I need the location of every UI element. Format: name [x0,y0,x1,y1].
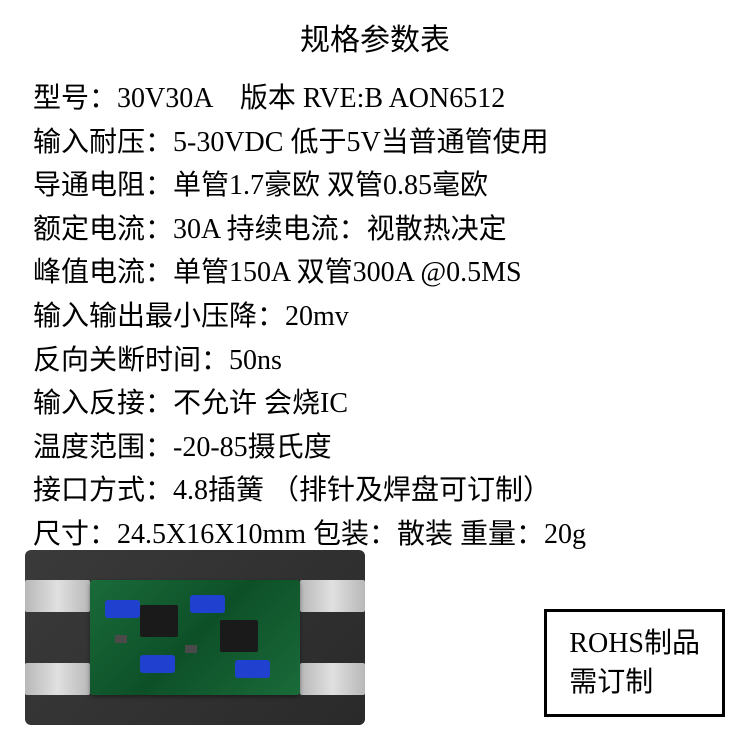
chip-icon [140,605,178,637]
spec-row-reverse-time: 反向关断时间：50ns [33,341,725,382]
connector-icon [300,580,365,612]
spec-row-rated-current: 额定电流：30A 持续电流：视散热决定 [33,210,725,251]
spec-row-voltage-drop: 输入输出最小压降：20mv [33,297,725,338]
rohs-box: ROHS制品 需订制 [544,609,725,717]
bottom-section: ROHS制品 需订制 [25,550,725,725]
connector-icon [300,663,365,695]
rohs-line1: ROHS制品 [569,624,700,663]
capacitor-icon [140,655,175,673]
spec-row-peak-current: 峰值电流：单管150A 双管300A @0.5MS [33,253,725,294]
rohs-line2: 需订制 [569,663,700,702]
connector-icon [25,580,90,612]
spec-row-model: 型号：30V30A 版本 RVE:B AON6512 [33,79,725,120]
spec-row-interface: 接口方式：4.8插簧 （排针及焊盘可订制） [33,471,725,512]
spec-row-resistance: 导通电阻：单管1.7豪欧 双管0.85毫欧 [33,166,725,207]
pcb-board-icon [90,580,300,695]
connector-icon [25,663,90,695]
spec-title: 规格参数表 [25,15,725,59]
component-icon [115,635,127,643]
chip-icon [220,620,258,652]
capacitor-icon [190,595,225,613]
spec-row-temperature: 温度范围：-20-85摄氏度 [33,428,725,469]
pcb-product-image [25,550,365,725]
component-icon [185,645,197,653]
spec-row-input-voltage: 输入耐压：5-30VDC 低于5V当普通管使用 [33,123,725,164]
spec-list: 型号：30V30A 版本 RVE:B AON6512 输入耐压：5-30VDC … [25,79,725,556]
capacitor-icon [105,600,140,618]
spec-row-reverse-protect: 输入反接：不允许 会烧IC [33,384,725,425]
capacitor-icon [235,660,270,678]
